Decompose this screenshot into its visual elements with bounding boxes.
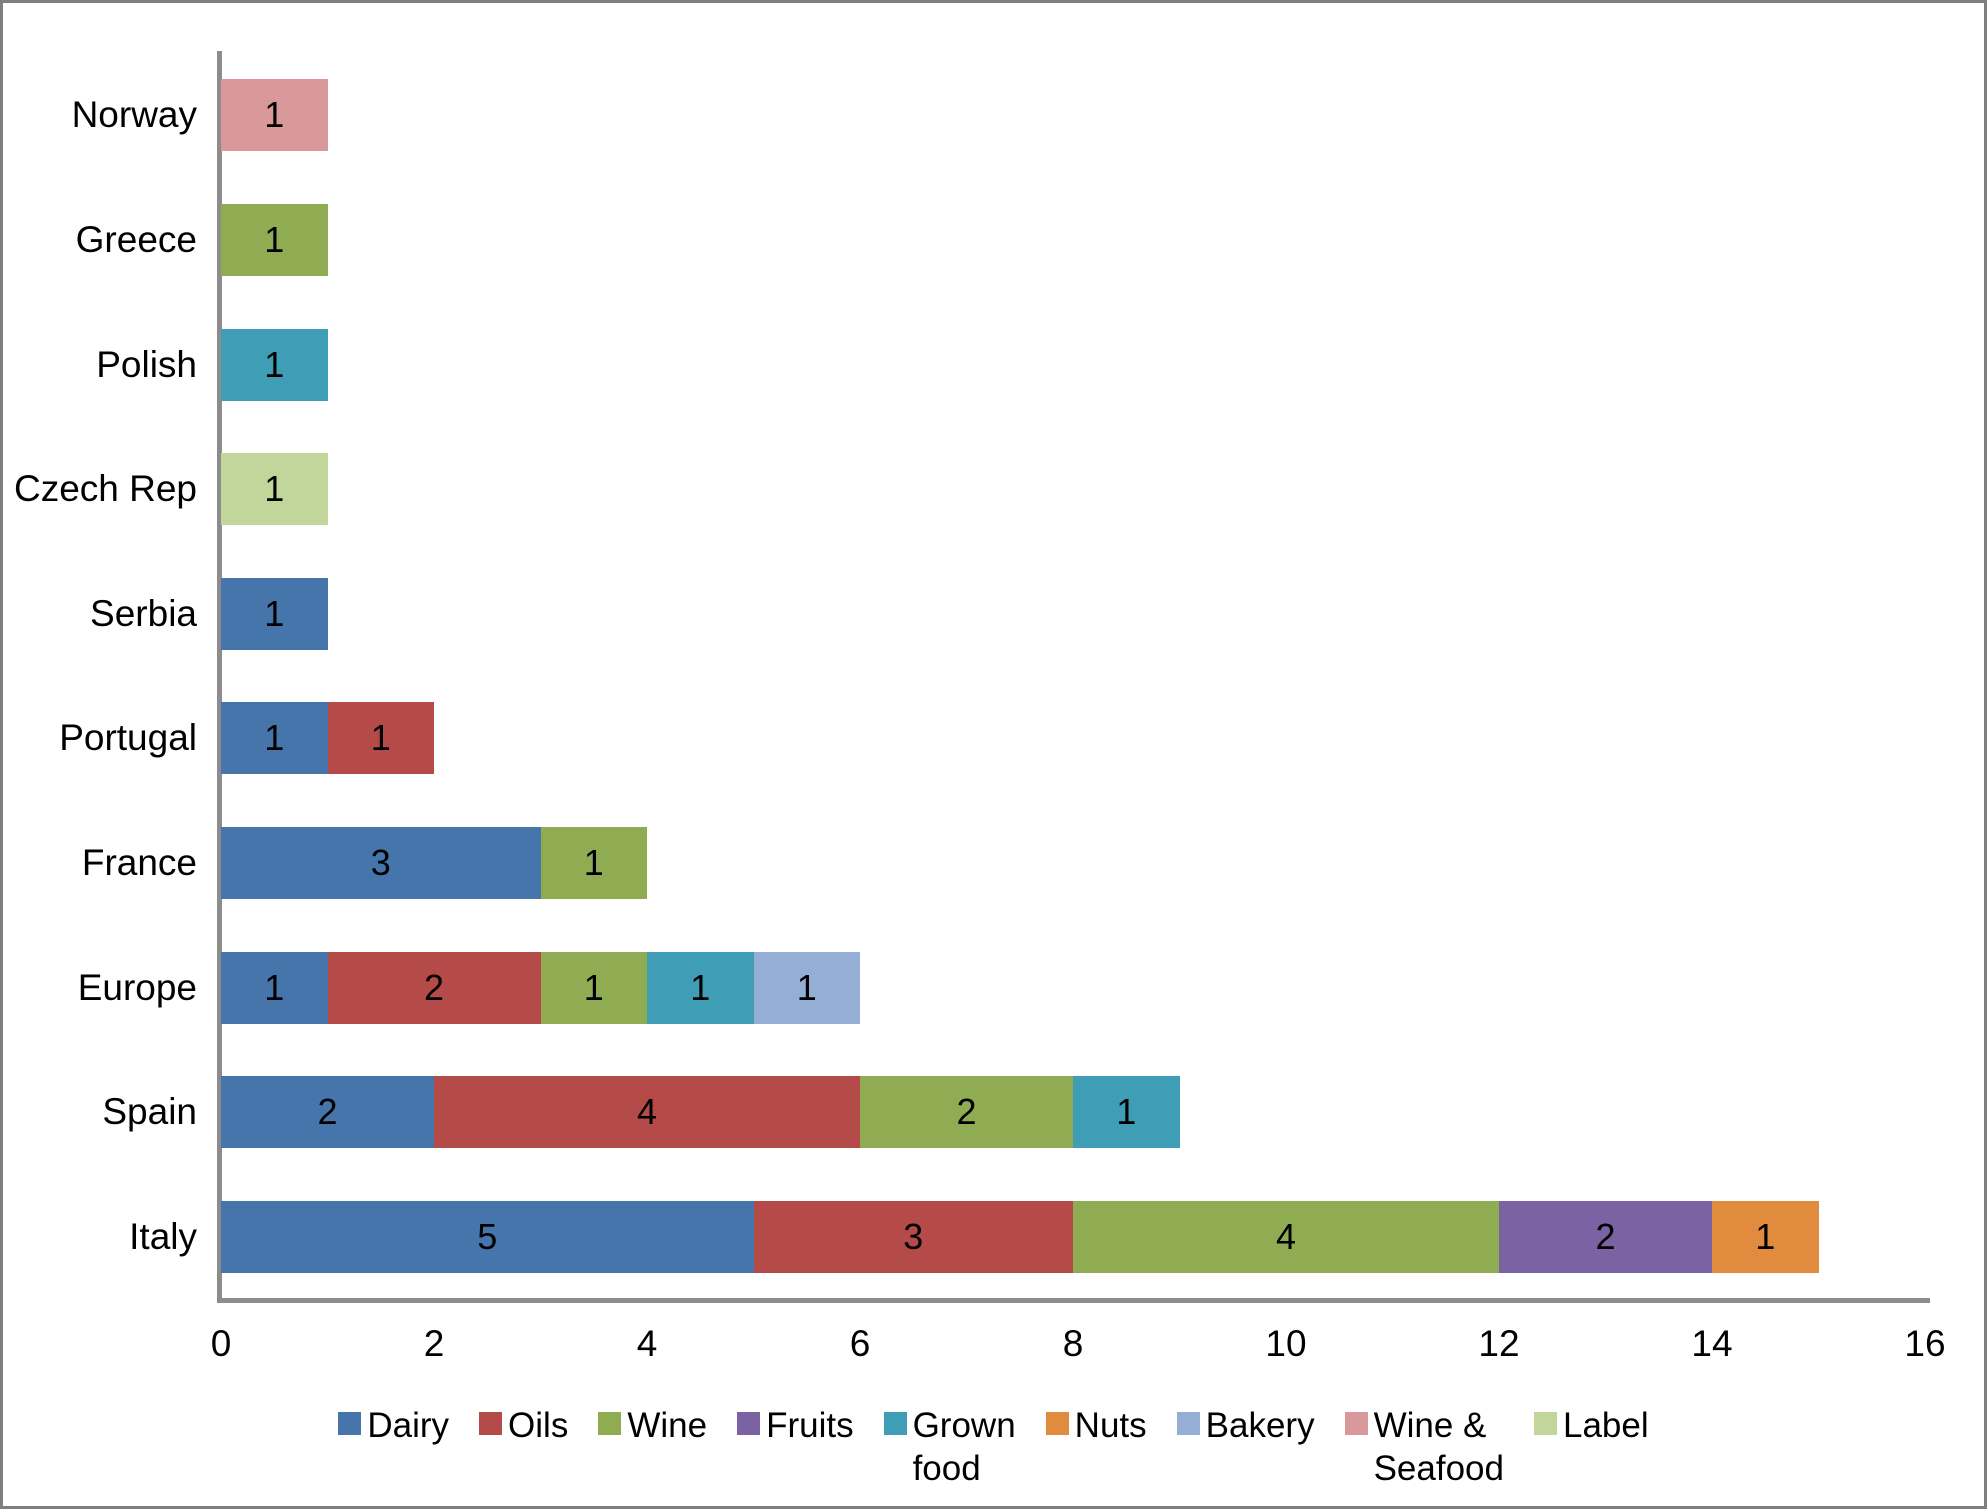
bar-segment xyxy=(540,951,647,1024)
legend-item: Grown food xyxy=(883,1405,1016,1490)
value-label: 4 xyxy=(636,1091,658,1133)
category-label: France xyxy=(81,841,197,883)
value-label: 1 xyxy=(583,966,604,1008)
value-label: 2 xyxy=(423,966,445,1008)
category-label: Spain xyxy=(102,1091,197,1133)
x-tick-label: 16 xyxy=(1904,1323,1946,1364)
bar-segment xyxy=(434,1076,860,1149)
bar-segment xyxy=(540,826,647,899)
value-label: 1 xyxy=(264,592,285,634)
bar-segment xyxy=(221,702,328,775)
legend-label: Grown food xyxy=(912,1406,1016,1488)
value-label: 1 xyxy=(264,966,285,1008)
legend-swatch xyxy=(338,1412,362,1435)
value-label: 3 xyxy=(903,1215,924,1257)
value-label: 1 xyxy=(1116,1091,1137,1133)
y-axis-line xyxy=(217,51,222,1303)
bar-segment xyxy=(1073,1200,1499,1273)
legend-swatch xyxy=(1045,1412,1069,1435)
legend-label: Nuts xyxy=(1074,1406,1147,1445)
value-label: 1 xyxy=(1755,1215,1776,1257)
x-tick-label: 0 xyxy=(210,1323,232,1364)
legend-label: Wine & Seafood xyxy=(1373,1406,1504,1488)
value-label: 1 xyxy=(690,966,711,1008)
category-label: Italy xyxy=(129,1215,197,1257)
legend-swatch xyxy=(479,1412,503,1435)
bar-segment xyxy=(221,203,328,276)
bar-segment xyxy=(1712,1200,1819,1273)
x-tick-label: 6 xyxy=(849,1323,871,1364)
value-label: 2 xyxy=(1595,1215,1616,1257)
value-label: 2 xyxy=(956,1091,977,1133)
bar-segment xyxy=(753,951,860,1024)
category-label: Norway xyxy=(71,94,197,136)
legend-swatch xyxy=(1533,1412,1557,1435)
category-label: Portugal xyxy=(59,717,197,759)
bar-segment xyxy=(221,1076,434,1149)
category-label: Czech Rep xyxy=(13,468,197,510)
legend-swatch xyxy=(737,1412,761,1435)
category-label: Polish xyxy=(96,343,197,385)
value-label: 1 xyxy=(370,717,391,759)
x-axis-line xyxy=(217,1298,1930,1303)
bar-segment xyxy=(327,702,434,775)
legend-item: Nuts xyxy=(1045,1405,1147,1448)
legend-label: Dairy xyxy=(367,1406,450,1445)
x-tick-label: 10 xyxy=(1265,1323,1307,1364)
x-tick-label: 14 xyxy=(1691,1323,1733,1364)
legend-item: Fruits xyxy=(737,1405,854,1448)
legend-item: Wine & Seafood xyxy=(1344,1405,1504,1490)
value-label: 1 xyxy=(583,841,604,883)
bar-segment xyxy=(221,328,328,401)
legend-swatch xyxy=(883,1412,907,1435)
bar-segment xyxy=(221,951,328,1024)
value-label: 1 xyxy=(796,966,817,1008)
legend-swatch xyxy=(598,1412,622,1435)
bar-segment xyxy=(221,1200,754,1273)
legend-item: Bakery xyxy=(1176,1405,1315,1448)
legend-label: Bakery xyxy=(1205,1406,1315,1445)
x-tick-label: 4 xyxy=(636,1323,658,1364)
legend-swatch xyxy=(1344,1412,1368,1435)
bar-segment xyxy=(327,951,541,1024)
legend-item: Label xyxy=(1533,1405,1649,1448)
value-label: 1 xyxy=(264,218,285,260)
category-label: Europe xyxy=(77,966,197,1008)
x-tick-label: 12 xyxy=(1478,1323,1520,1364)
value-label: 2 xyxy=(317,1091,338,1133)
bar-segment xyxy=(647,951,754,1024)
category-label: Greece xyxy=(75,218,197,260)
bar-segment xyxy=(753,1200,1073,1273)
value-label: 1 xyxy=(264,717,285,759)
value-label: 1 xyxy=(264,94,285,136)
legend-label: Label xyxy=(1562,1406,1649,1445)
x-tick-label: 8 xyxy=(1062,1323,1084,1364)
legend-item: Oils xyxy=(479,1405,568,1448)
value-label: 3 xyxy=(370,841,391,883)
legend-item: Dairy xyxy=(338,1405,449,1448)
legend-label: Wine xyxy=(627,1406,708,1445)
category-label: Serbia xyxy=(90,592,197,634)
bar-segment xyxy=(221,826,541,899)
value-label: 1 xyxy=(264,468,285,510)
legend-swatch xyxy=(1176,1412,1200,1435)
legend-label: Oils xyxy=(508,1406,569,1445)
bar-segment xyxy=(221,577,328,650)
value-label: 5 xyxy=(477,1215,498,1257)
bar-segment xyxy=(221,453,328,526)
stacked-bar-chart: Norway 1 Greece 1 Polish 1 Czech Rep 1 Serbia 1 Po… xyxy=(3,3,1984,1506)
legend-label: Fruits xyxy=(766,1406,854,1445)
legend: Dairy Oils Wine Fruits Grown food Nuts Bakery W… xyxy=(3,1405,1984,1490)
value-label: 4 xyxy=(1275,1215,1297,1257)
bar-segment xyxy=(221,79,328,152)
x-tick-label: 2 xyxy=(423,1323,445,1364)
bar-segment xyxy=(1499,1200,1712,1273)
bar-segment xyxy=(860,1076,1073,1149)
value-label: 1 xyxy=(264,343,285,385)
legend-item: Wine xyxy=(598,1405,707,1448)
bar-segment xyxy=(1073,1076,1180,1149)
